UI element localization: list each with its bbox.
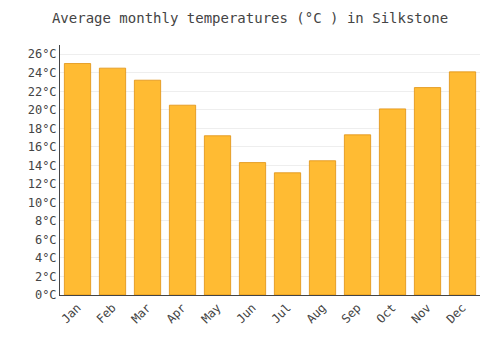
- svg-text:10°C: 10°C: [28, 196, 57, 210]
- svg-text:4°C: 4°C: [35, 251, 57, 265]
- svg-text:May: May: [199, 301, 224, 326]
- svg-text:22°C: 22°C: [28, 85, 57, 99]
- svg-text:Jan: Jan: [59, 301, 84, 326]
- svg-text:Sep: Sep: [339, 301, 364, 326]
- svg-text:Feb: Feb: [94, 301, 119, 326]
- svg-text:Apr: Apr: [164, 301, 189, 326]
- svg-text:Jul: Jul: [269, 301, 294, 326]
- svg-text:8°C: 8°C: [35, 214, 57, 228]
- svg-text:0°C: 0°C: [35, 288, 57, 302]
- svg-text:12°C: 12°C: [28, 177, 57, 191]
- svg-text:Dec: Dec: [444, 301, 469, 326]
- svg-text:6°C: 6°C: [35, 233, 57, 247]
- svg-text:Average monthly temperatures (: Average monthly temperatures (°C ) in Si…: [52, 10, 448, 26]
- svg-text:14°C: 14°C: [28, 159, 57, 173]
- svg-text:26°C: 26°C: [28, 47, 57, 61]
- svg-text:Nov: Nov: [409, 301, 434, 326]
- svg-text:18°C: 18°C: [28, 122, 57, 136]
- svg-text:Mar: Mar: [129, 301, 154, 326]
- svg-text:Jun: Jun: [234, 301, 259, 326]
- svg-text:Aug: Aug: [304, 301, 329, 326]
- svg-text:24°C: 24°C: [28, 66, 57, 80]
- svg-text:Oct: Oct: [374, 301, 399, 326]
- svg-text:2°C: 2°C: [35, 270, 57, 284]
- svg-text:16°C: 16°C: [28, 140, 57, 154]
- svg-text:20°C: 20°C: [28, 103, 57, 117]
